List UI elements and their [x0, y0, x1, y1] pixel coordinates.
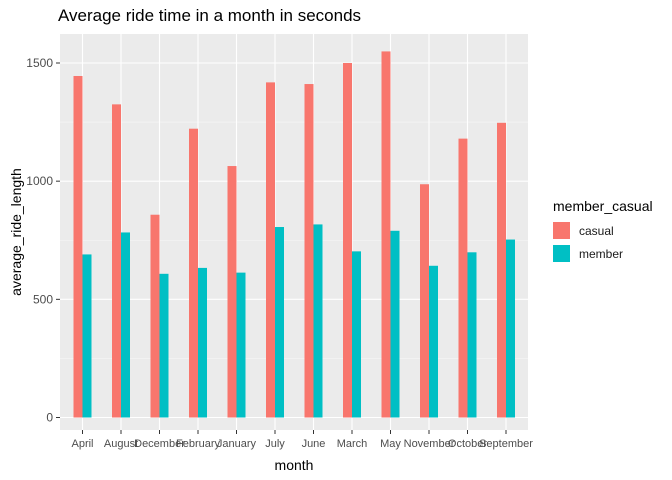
- bar-member: [236, 272, 246, 418]
- bar-member: [390, 230, 400, 418]
- y-axis-title: average_ride_length: [8, 168, 24, 296]
- bar-member: [352, 251, 361, 418]
- legend-item-member: member: [553, 242, 653, 265]
- bar-casual: [458, 138, 468, 418]
- plot-panel: [60, 34, 528, 430]
- legend: member_casual casual member: [553, 198, 653, 265]
- bar-casual: [343, 63, 352, 418]
- bar-casual: [497, 122, 506, 418]
- x-tick-label: November: [404, 438, 455, 450]
- legend-item-casual: casual: [553, 219, 653, 242]
- y-tick-label: 0: [46, 411, 53, 425]
- bar-casual: [304, 84, 314, 418]
- bar-member: [467, 252, 477, 418]
- bar-member: [275, 227, 284, 418]
- bar-member: [159, 273, 169, 418]
- bar-casual: [150, 214, 160, 418]
- bar-casual: [266, 82, 275, 418]
- bar-member: [506, 239, 515, 418]
- y-tick-label: 500: [33, 292, 53, 306]
- bar-member: [198, 267, 207, 418]
- x-axis-title: month: [275, 457, 314, 473]
- chart-title: Average ride time in a month in seconds: [58, 6, 362, 25]
- x-tick-label: August: [104, 438, 138, 450]
- x-tick-label: July: [265, 438, 285, 450]
- x-tick-label: January: [217, 438, 257, 450]
- x-tick-label: May: [380, 438, 401, 450]
- x-tick-label: March: [337, 438, 368, 450]
- x-tick-label: April: [71, 438, 93, 450]
- y-tick-label: 1000: [26, 174, 53, 188]
- bar-casual: [420, 184, 429, 418]
- bar-casual: [227, 166, 237, 418]
- bar-member: [313, 224, 323, 418]
- legend-swatch-casual: [553, 222, 570, 239]
- y-tick-label: 1500: [26, 56, 53, 70]
- x-tick-label: September: [479, 438, 533, 450]
- legend-title: member_casual: [553, 198, 653, 214]
- bar-casual: [189, 128, 198, 418]
- legend-swatch-member: [553, 245, 570, 262]
- bar-casual: [73, 75, 83, 418]
- x-tick-label: June: [302, 438, 326, 450]
- legend-label-member: member: [579, 246, 624, 261]
- x-tick-label: February: [176, 438, 221, 450]
- bar-casual: [381, 51, 391, 418]
- bar-member: [429, 265, 438, 418]
- bar-member: [82, 254, 92, 418]
- legend-label-casual: casual: [579, 223, 614, 238]
- bar-member: [121, 232, 130, 418]
- x-tick-label: December: [134, 438, 185, 450]
- bar-casual: [112, 104, 121, 418]
- x-tick-label: October: [448, 438, 487, 450]
